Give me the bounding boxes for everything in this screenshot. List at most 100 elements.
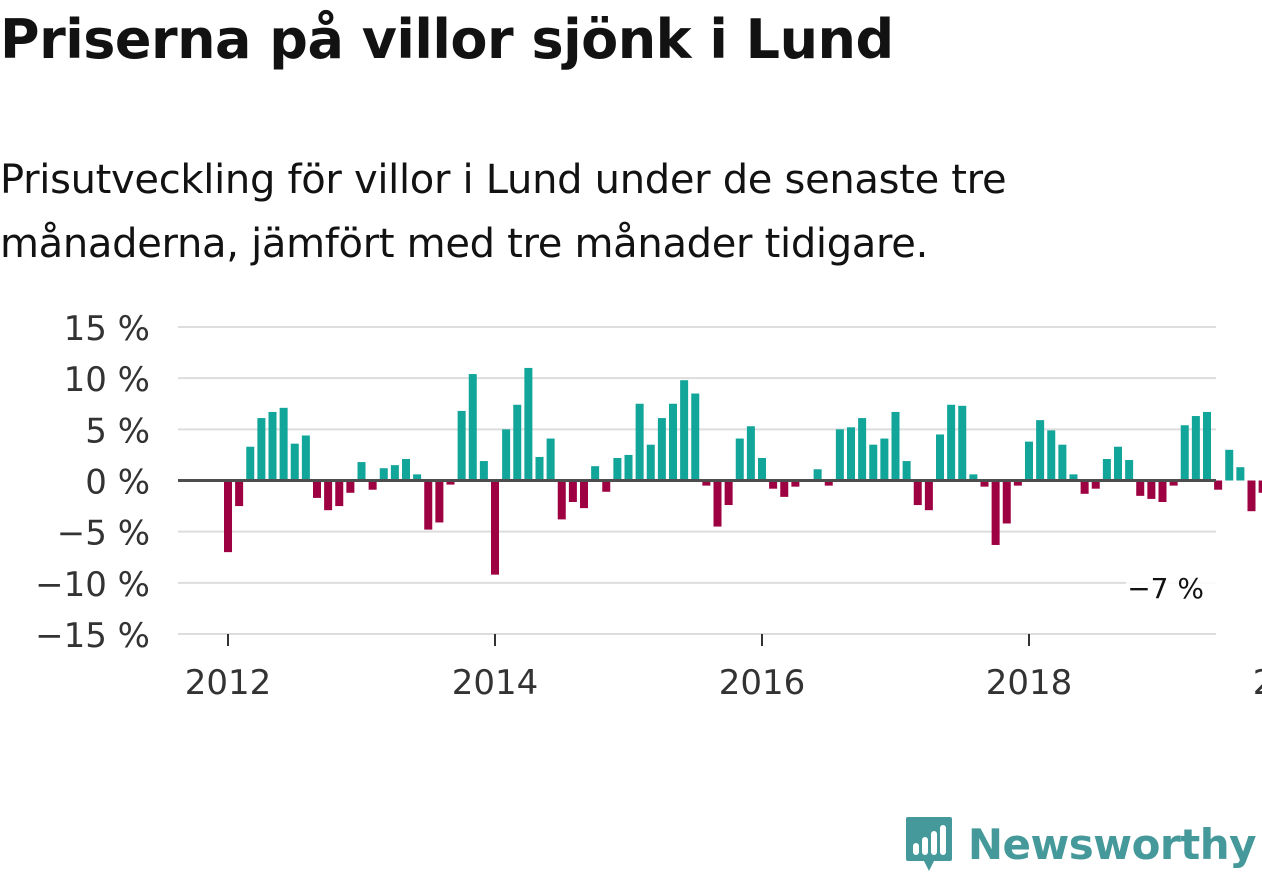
bar [268,411,277,481]
bar [1202,411,1211,481]
x-tick-label: 2012 [185,663,272,700]
bar [346,480,355,493]
bar [257,418,266,481]
bar [1113,446,1122,481]
bar [324,480,333,511]
bar [546,438,555,481]
bar [446,480,455,485]
bar [368,480,377,490]
bar [301,435,310,481]
bar [424,480,433,530]
bar [969,474,978,481]
bar [557,480,566,520]
bar [535,456,544,481]
bar [357,462,366,481]
bar [1236,467,1245,481]
bar [502,429,511,481]
bar [1080,480,1089,494]
bar [624,454,633,481]
bar [691,393,700,481]
bar [235,480,244,507]
bar [313,480,322,498]
bar [947,404,956,481]
y-tick-label: 0 % [85,463,150,503]
bar [902,461,911,481]
x-tick-label: 2020 [1253,663,1262,700]
bar [379,468,388,481]
bar [1036,420,1045,481]
bar [435,480,444,523]
bar [468,374,477,481]
bar [1258,480,1262,493]
y-tick-label: 15 % [64,309,150,349]
bar [958,405,967,481]
bar [390,465,399,481]
bar [568,480,577,502]
bar [835,429,844,481]
y-tick-label: −10 % [35,565,150,605]
bar [224,480,233,553]
bar [1180,425,1189,481]
bar [479,461,488,481]
bar [290,443,299,481]
bar [1058,444,1067,481]
newsworthy-logo-icon [905,817,952,871]
y-tick-label: 10 % [64,360,150,400]
bar [1024,441,1033,481]
bar [1214,480,1223,490]
bar [657,418,666,481]
chart-subtitle: Prisutveckling för villor i Lund under d… [0,157,1007,267]
y-tick-label: 5 % [85,411,150,451]
bar [580,480,589,509]
y-tick-label: −5 % [57,514,150,554]
bar [702,480,711,486]
bar [680,380,689,481]
bar [724,480,733,506]
bar [847,427,856,481]
bar [646,444,655,481]
x-tick-label: 2014 [452,663,539,700]
last-value-label: −7 % [1127,572,1204,605]
bar [491,480,500,575]
y-tick-label: −15 % [35,616,150,656]
bar [457,410,466,481]
bar [246,446,255,481]
bar [769,480,778,489]
x-axis: 20122014201620182020202220242026 [185,634,1262,700]
bar [980,480,989,487]
bar [1225,449,1234,481]
bar [591,466,600,481]
bar [858,418,867,481]
bar [635,403,644,481]
brand-logo: Newsworthy [904,815,1257,873]
bar [780,480,789,497]
bar [1158,480,1167,502]
bar [758,457,767,481]
bar [991,480,1000,545]
x-tick-label: 2018 [986,663,1073,700]
bar [1125,460,1134,481]
bar [1136,480,1145,496]
bar [279,407,288,481]
bars [224,367,1262,575]
bar [869,444,878,481]
y-axis: 15 % 10 % 5 % 0 % −5 % −10 % −15 % [35,309,150,656]
bar [402,459,411,481]
bar [1169,480,1178,486]
last-value-label-bg [1126,570,1216,607]
bar [913,480,922,506]
bar [824,480,833,486]
bar [669,403,678,481]
bar [1191,416,1200,481]
bar [1047,430,1056,481]
bar [924,480,933,511]
bar [524,367,533,481]
bar [713,480,722,527]
bar [791,480,800,487]
bar [1091,480,1100,489]
bar [735,438,744,481]
bar-chart: 15 % 10 % 5 % 0 % −5 % −10 % −15 % 2012 2014 201… [35,309,1262,700]
bar [1002,480,1011,524]
bar [513,404,522,481]
bar [1247,480,1256,512]
